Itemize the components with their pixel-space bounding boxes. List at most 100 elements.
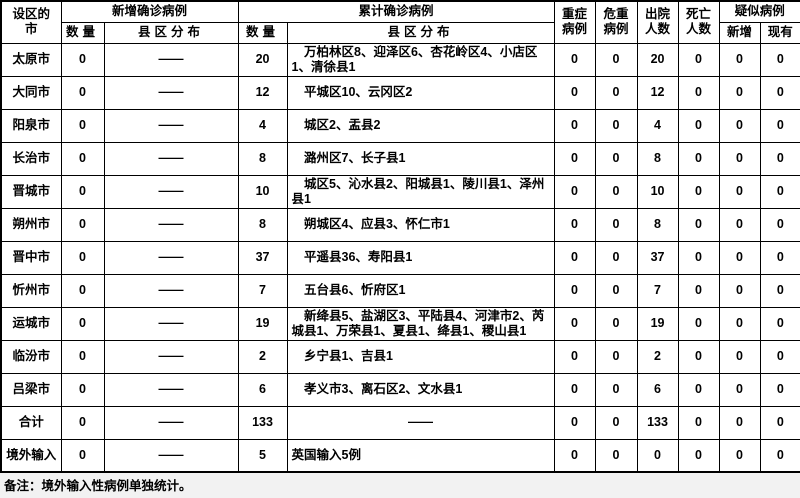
cell-discharged: 10 (636, 174, 679, 209)
cell-severe: 0 (553, 174, 596, 209)
cell-severe: 0 (553, 75, 596, 110)
cell-susp-new: 0 (718, 240, 761, 275)
header-row-groups: 设区的 市 新增确诊病例 累计确诊病例 重症 病例 危重 病例 出院 人数 死亡… (0, 0, 800, 44)
cell-cum-count: 2 (237, 339, 288, 374)
cell-susp-current: 0 (759, 207, 800, 242)
cell-cum-dist: 万柏林区8、迎泽区6、杏花岭区4、小店区1、清徐县1 (286, 42, 555, 77)
cell-city: 阳泉市 (0, 108, 62, 143)
cell-critical: 0 (594, 339, 638, 374)
cell-discharged: 8 (636, 207, 679, 242)
cell-new-count: 0 (60, 174, 105, 209)
header-cum-count: 数量 (237, 21, 288, 44)
table-row: 吕梁市 0 —— 6 孝义市3、离石区2、文水县1 0 0 6 0 0 0 (0, 372, 800, 407)
cell-susp-current: 0 (759, 42, 800, 77)
cell-deaths: 0 (677, 438, 720, 473)
cell-critical: 0 (594, 75, 638, 110)
cell-new-count: 0 (60, 141, 105, 176)
cell-new-dist: —— (103, 438, 239, 473)
cell-cum-dist: 城区5、沁水县2、阳城县1、陵川县1、泽州县1 (286, 174, 555, 209)
cell-susp-current: 0 (759, 339, 800, 374)
cell-cum-count: 7 (237, 273, 288, 308)
cell-susp-current: 0 (759, 75, 800, 110)
table-row: 临汾市 0 —— 2 乡宁县1、吉县1 0 0 2 0 0 0 (0, 339, 800, 374)
header-cumulative-cases-group: 累计确诊病例 (237, 0, 555, 23)
cell-city: 合计 (0, 405, 62, 440)
header-discharged: 出院 人数 (636, 0, 679, 44)
cell-severe: 0 (553, 273, 596, 308)
cell-new-dist: —— (103, 339, 239, 374)
cell-severe: 0 (553, 306, 596, 341)
cell-cum-count: 10 (237, 174, 288, 209)
cell-new-count: 0 (60, 75, 105, 110)
cell-critical: 0 (594, 240, 638, 275)
cell-severe: 0 (553, 141, 596, 176)
covid-stats-table: 设区的 市 新增确诊病例 累计确诊病例 重症 病例 危重 病例 出院 人数 死亡… (0, 0, 800, 473)
table-row: 长治市 0 —— 8 潞州区7、长子县1 0 0 8 0 0 0 (0, 141, 800, 176)
cell-deaths: 0 (677, 372, 720, 407)
header-severe: 重症 病例 (553, 0, 596, 44)
table-body: 太原市 0 —— 2 0 万柏林区8、迎泽区6、杏花岭区4、小店区1、清徐县1 0… (0, 42, 800, 473)
cell-susp-current: 0 (759, 438, 800, 473)
cell-susp-current: 0 (759, 306, 800, 341)
cell-cum-count: 133 (237, 405, 288, 440)
cell-severe: 0 (553, 438, 596, 473)
cell-new-count: 0 (60, 240, 105, 275)
cell-new-dist: —— (103, 273, 239, 308)
cell-susp-new: 0 (718, 339, 761, 374)
cell-deaths: 0 (677, 207, 720, 242)
cell-cum-count: 12 (237, 75, 288, 110)
cell-critical: 0 (594, 405, 638, 440)
cell-discharged: 133 (636, 405, 679, 440)
cell-cum-dist: 乡宁县1、吉县1 (286, 339, 555, 374)
cell-susp-new: 0 (718, 108, 761, 143)
cell-deaths: 0 (677, 174, 720, 209)
cell-critical: 0 (594, 306, 638, 341)
cell-severe: 0 (553, 207, 596, 242)
cell-severe: 0 (553, 339, 596, 374)
cell-new-count: 0 (60, 207, 105, 242)
cell-severe: 0 (553, 108, 596, 143)
cell-cum-count: 8 (237, 207, 288, 242)
cell-discharged: 6 (636, 372, 679, 407)
cell-city: 太原市 (0, 42, 62, 77)
header-critical: 危重 病例 (594, 0, 638, 44)
cell-cum-count: 6 (237, 372, 288, 407)
cell-discharged: 7 (636, 273, 679, 308)
header-new-cases-group: 新增确诊病例 (60, 0, 239, 23)
header-row-sub: 数量 县区分布 数量 县区分布 新增 现有 (1, 21, 800, 44)
cell-susp-current: 0 (759, 141, 800, 176)
cell-new-count: 0 (60, 339, 105, 374)
cell-cum-dist: —— (286, 405, 555, 440)
table-row: 太原市 0 —— 20 万柏林区8、迎泽区6、杏花岭区4、小店区1、清徐县1 0… (0, 42, 800, 77)
cell-cum-dist: 城区2、盂县2 (286, 108, 555, 143)
header-suspected-new: 新增 (718, 21, 761, 44)
cell-deaths: 0 (677, 42, 720, 77)
cell-cum-dist: 朔城区4、应县3、怀仁市1 (286, 207, 555, 242)
cell-new-count: 0 (60, 372, 105, 407)
header-cum-district-dist: 县区分布 (286, 21, 555, 44)
cell-cum-count: 4 (237, 108, 288, 143)
cell-new-dist: —— (103, 372, 239, 407)
cell-critical: 0 (594, 372, 638, 407)
cell-susp-new: 0 (718, 207, 761, 242)
cell-city: 长治市 (0, 141, 62, 176)
cell-city: 境外输入 (0, 438, 62, 473)
cell-new-dist: —— (103, 75, 239, 110)
cell-new-count: 0 (60, 108, 105, 143)
cell-critical: 0 (594, 141, 638, 176)
cell-cum-dist: 新绛县5、盐湖区3、平陆县4、河津市2、芮城县1、万荣县1、夏县1、绛县1、稷山… (286, 306, 555, 341)
cell-cum-dist: 平遥县36、寿阳县1 (286, 240, 555, 275)
cell-new-dist: —— (103, 42, 239, 77)
cell-deaths: 0 (677, 306, 720, 341)
cell-critical: 0 (594, 108, 638, 143)
cell-deaths: 0 (677, 339, 720, 374)
header-suspected-current: 现有 (759, 21, 800, 44)
cell-susp-new: 0 (718, 174, 761, 209)
cell-severe: 0 (553, 240, 596, 275)
cell-cum-dist: 五台县6、忻府区1 (286, 273, 555, 308)
cell-severe: 0 (553, 405, 596, 440)
cell-susp-new: 0 (718, 42, 761, 77)
cell-new-count: 0 (60, 405, 105, 440)
table-row: 晋中市 0 —— 37 平遥县36、寿阳县1 0 0 37 0 0 0 (0, 240, 800, 275)
